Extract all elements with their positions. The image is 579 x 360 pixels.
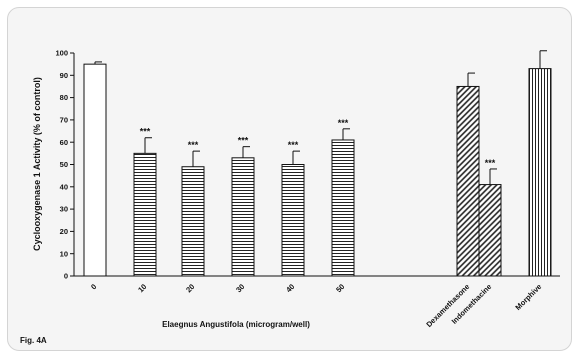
- category-label: Indomethacine: [450, 282, 494, 326]
- bar-dexamethasone: [456, 85, 480, 277]
- significance-marker: ***: [485, 158, 496, 168]
- bar-10: [133, 152, 157, 277]
- bar-indomethacine: [478, 184, 502, 277]
- significance-marker: ***: [140, 127, 151, 137]
- y-tick-label: 80: [60, 93, 68, 102]
- y-tick-label: 70: [60, 116, 68, 125]
- y-tick-label: 60: [60, 138, 68, 147]
- y-tick-label: 20: [60, 227, 68, 236]
- significance-marker: ***: [338, 118, 349, 128]
- y-tick-label: 0: [64, 272, 68, 281]
- category-label: 30: [234, 282, 246, 294]
- significance-marker: ***: [238, 136, 249, 146]
- category-label: 10: [136, 282, 148, 294]
- y-tick-label: 40: [60, 182, 68, 191]
- category-label: 20: [184, 282, 196, 294]
- significance-marker: ***: [188, 140, 199, 150]
- y-tick-label: 10: [60, 249, 68, 258]
- figure-label: Fig. 4A: [20, 336, 47, 345]
- category-label: Morphive: [513, 282, 543, 312]
- category-label: 40: [284, 282, 296, 294]
- category-label: 50: [334, 282, 346, 294]
- y-tick-label: 90: [60, 71, 68, 80]
- bar-20: [181, 166, 205, 277]
- x-axis-label: Elaegnus Angustifola (microgram/well): [162, 320, 310, 329]
- y-tick-label: 30: [60, 205, 68, 214]
- y-tick-label: 50: [60, 160, 68, 169]
- bar-morphive: [528, 68, 552, 277]
- bars: *** *** *** *** *** ***: [83, 50, 552, 277]
- significance-marker: ***: [288, 140, 299, 150]
- bar-30: [231, 157, 255, 277]
- y-tick-label: 100: [55, 49, 68, 58]
- y-axis-label: Cyclooxygenase 1 Activity (% of control): [32, 77, 42, 251]
- category-label: 0: [89, 282, 98, 291]
- bar-40: [281, 164, 305, 277]
- bar-0: [83, 63, 107, 277]
- bar-50: [331, 139, 355, 277]
